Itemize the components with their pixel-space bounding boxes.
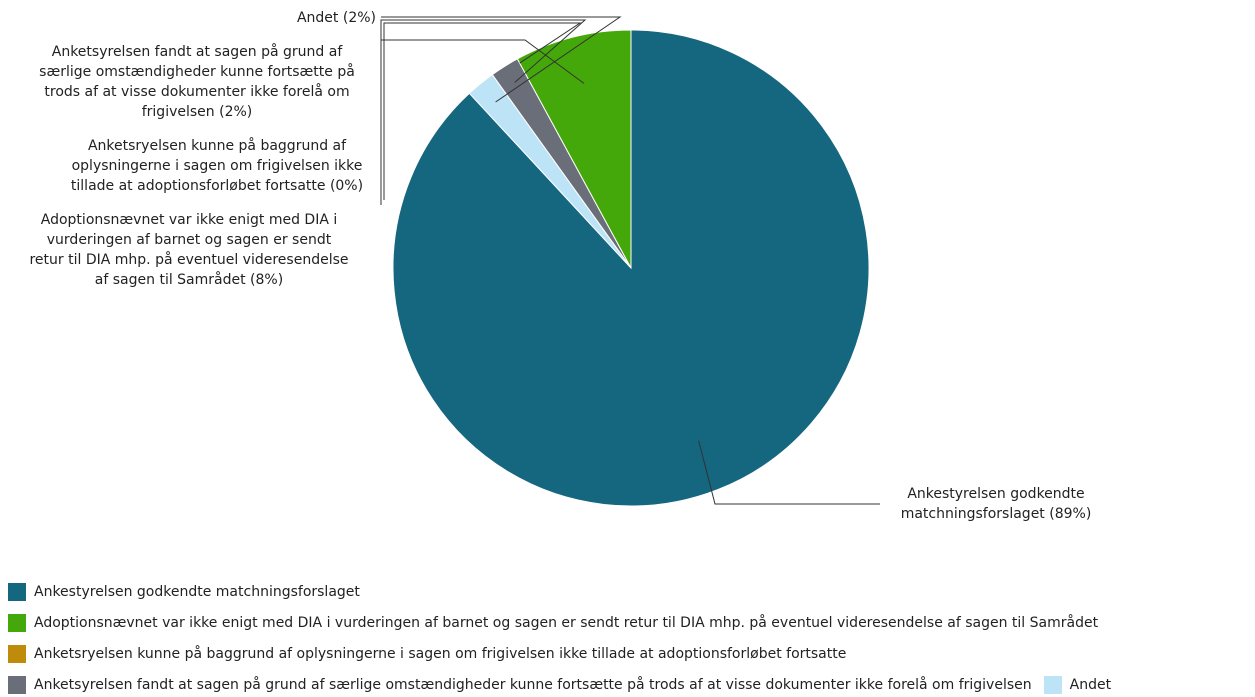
legend-label-3: Anketsyrelsen fandt at sagen på grund af…	[34, 677, 1032, 693]
callout-label-2: Anketsryelsen kunne på baggrund af oplysn…	[71, 137, 363, 194]
legend-label-0: Ankestyrelsen godkendte matchningsforsla…	[34, 584, 360, 600]
legend-swatch-1	[8, 614, 26, 632]
legend-swatch-0	[8, 583, 26, 601]
callout-line-1	[380, 39, 585, 205]
legend-swatch-2	[8, 645, 26, 663]
pie-chart: Ankestyrelsen godkendte matchningsforslag…	[29, 10, 1092, 522]
pie-slice-1	[516, 29, 632, 269]
legend-swatch-3	[8, 676, 26, 694]
callout-line-0	[698, 440, 880, 505]
callout-label-1: Adoptionsnævnet var ikke enigt med DIA i…	[29, 212, 348, 288]
callout-label-4: Andet (2%)	[297, 10, 376, 26]
legend-swatch-4	[1043, 676, 1062, 694]
legend-label-1: Adoptionsnævnet var ikke enigt med DIA i…	[34, 615, 1099, 631]
callout-label-0: Ankestyrelsen godkendte matchningsforslag…	[901, 486, 1092, 522]
callout-label-3: Anketsyrelsen fandt at sagen på grund af…	[39, 43, 355, 120]
legend-label-4: Andet	[1069, 677, 1112, 693]
legend-item-3: Anketsyrelsen fandt at sagen på grund af…	[8, 676, 1111, 694]
callout-line-4	[381, 16, 622, 103]
legend-item-2: Anketsryelsen kunne på baggrund af oplys…	[8, 645, 846, 663]
legend-label-2: Anketsryelsen kunne på baggrund af oplys…	[34, 646, 847, 662]
callout-line-2	[383, 22, 582, 200]
legend-item-0: Ankestyrelsen godkendte matchningsforsla…	[8, 583, 360, 601]
legend-item-1: Adoptionsnævnet var ikke enigt med DIA i…	[8, 614, 1098, 632]
